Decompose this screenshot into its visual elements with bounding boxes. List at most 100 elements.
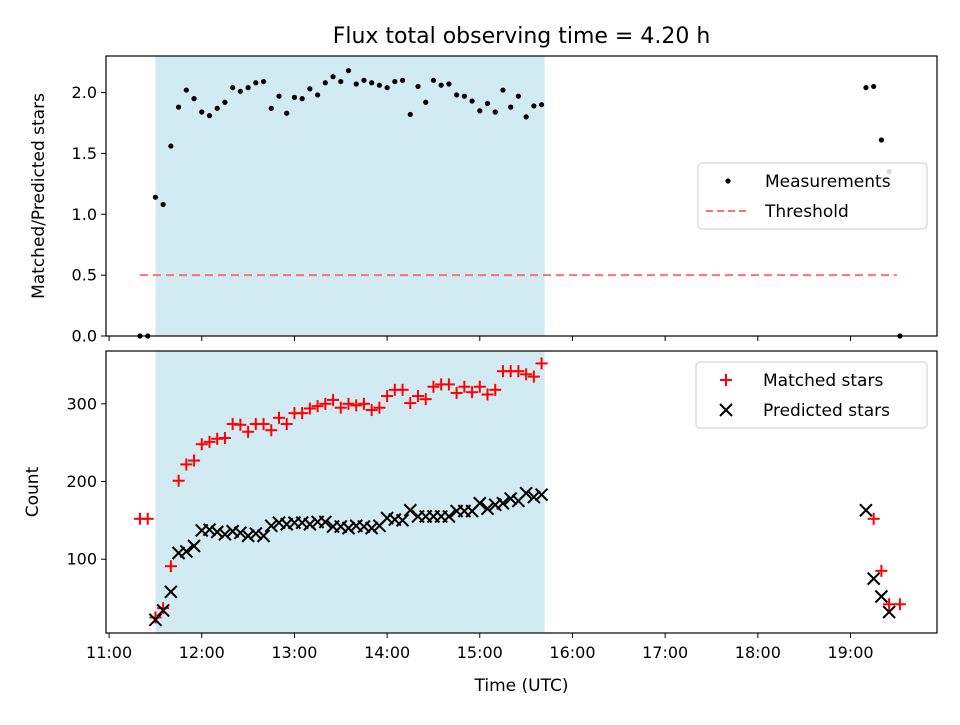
matched-star-point	[893, 598, 906, 611]
predicted-star-point	[303, 517, 317, 531]
predicted-star-point	[318, 515, 333, 529]
bottom-panel: 100 200 300 11:00 12:00 13:00 14:00 15:00 16:00…	[23, 350, 938, 696]
measurement-point	[438, 82, 444, 88]
measurement-point	[175, 104, 182, 110]
legend-label-predicted: Predicted stars	[763, 401, 890, 421]
measurement-point	[878, 137, 884, 143]
matched-star-point	[466, 386, 479, 399]
measurement-point	[245, 85, 251, 91]
measurement-point	[152, 194, 159, 200]
measurement-point	[461, 93, 467, 99]
x-tick-label: 18:00	[735, 643, 781, 662]
measurement-point	[230, 85, 236, 91]
matched-star-point	[373, 401, 386, 414]
predicted-star-point	[882, 605, 896, 619]
matched-star-point	[442, 378, 455, 391]
matched-star-point	[427, 380, 440, 393]
measurement-point	[253, 80, 259, 86]
matched-star-point	[303, 402, 316, 415]
matched-star-point	[867, 512, 880, 525]
top-panel: 0.0 0.5 1.0 1.5 2.0 Flux total observing tim…	[29, 24, 938, 346]
matched-star-point	[512, 365, 525, 378]
matched-star-point	[164, 560, 177, 573]
predicted-star-point	[534, 488, 549, 502]
predicted-star-point	[249, 526, 263, 541]
x-tick-label: 11:00	[86, 643, 132, 662]
legend-marker-matched	[720, 374, 732, 386]
measurement-point	[222, 99, 228, 105]
predicted-star-point	[403, 503, 417, 517]
measurement-point	[469, 98, 475, 104]
y-tick-label: 1.5	[72, 144, 97, 163]
measurement-point	[492, 109, 498, 115]
predicted-star-point	[179, 544, 194, 559]
matched-star-point	[180, 458, 193, 471]
predicted-star-point	[210, 525, 224, 539]
measurement-point	[515, 93, 522, 99]
measurement-point	[160, 201, 166, 208]
bottom-y-ticks: 100 200 300	[66, 394, 106, 569]
predicted-star-point	[473, 496, 487, 510]
y-tick-label: 0.0	[72, 327, 97, 346]
measurement-point	[538, 102, 545, 108]
bottom-data-layer	[133, 357, 906, 627]
predicted-star-point	[496, 496, 510, 510]
matched-star-point	[350, 399, 363, 412]
measurement-point	[237, 88, 243, 94]
top-y-ticks: 0.0 0.5 1.0 1.5 2.0	[72, 83, 106, 346]
predicted-star-point	[148, 613, 163, 627]
predicted-star-point	[341, 521, 356, 535]
matched-star-point	[489, 383, 502, 396]
legend-label-measurements: Measurements	[765, 172, 891, 192]
y-tick-label: 300	[66, 394, 97, 413]
matched-star-point	[404, 397, 417, 410]
measurement-point	[523, 114, 529, 120]
measurement-point	[199, 109, 205, 115]
measurement-point	[291, 94, 298, 100]
matched-star-point	[280, 418, 293, 431]
x-tick-label: 14:00	[364, 643, 410, 662]
y-tick-label: 100	[66, 550, 97, 569]
legend-marker-measurements	[725, 178, 731, 184]
matched-star-point	[141, 512, 154, 525]
predicted-star-point	[395, 513, 410, 528]
measurement-point	[500, 87, 506, 93]
measurement-point	[338, 78, 344, 85]
matched-star-point	[450, 386, 463, 399]
measurement-point	[307, 86, 313, 92]
measurement-point	[423, 99, 429, 105]
measurement-point	[206, 113, 213, 119]
predicted-star-point	[164, 585, 178, 599]
predicted-star-point	[866, 571, 881, 586]
predicted-star-point	[218, 527, 232, 542]
measurement-point	[361, 77, 367, 83]
measurement-point	[384, 85, 390, 91]
x-tick-label: 13:00	[271, 643, 317, 662]
bottom-axes-frame	[105, 350, 938, 634]
measurement-point	[345, 68, 352, 74]
measurement-point	[369, 80, 375, 86]
measurement-point	[353, 81, 359, 87]
measurement-point	[299, 96, 305, 102]
chart-title: Flux total observing time = 4.20 h	[333, 24, 711, 49]
x-axis-label: Time (UTC)	[474, 676, 569, 696]
y-tick-label: 1.0	[72, 205, 97, 224]
matched-star-point	[257, 418, 270, 431]
measurement-point	[477, 108, 483, 114]
top-legend-box	[697, 162, 928, 230]
measurement-point	[284, 110, 290, 116]
matched-star-point	[157, 602, 170, 615]
measurement-point	[168, 143, 174, 149]
measurement-point	[415, 83, 421, 90]
top-axes-frame	[105, 55, 938, 337]
top-legend: Measurements Threshold	[697, 162, 928, 230]
measurement-point	[191, 96, 197, 102]
x-tick-label: 19:00	[827, 643, 873, 662]
matched-star-point	[149, 611, 162, 624]
measurement-point	[430, 77, 437, 83]
matched-star-point	[481, 388, 494, 401]
matched-star-point	[365, 404, 378, 417]
matched-star-point	[458, 380, 471, 393]
x-tick-label: 16:00	[549, 643, 595, 662]
measurement-point	[392, 78, 398, 85]
